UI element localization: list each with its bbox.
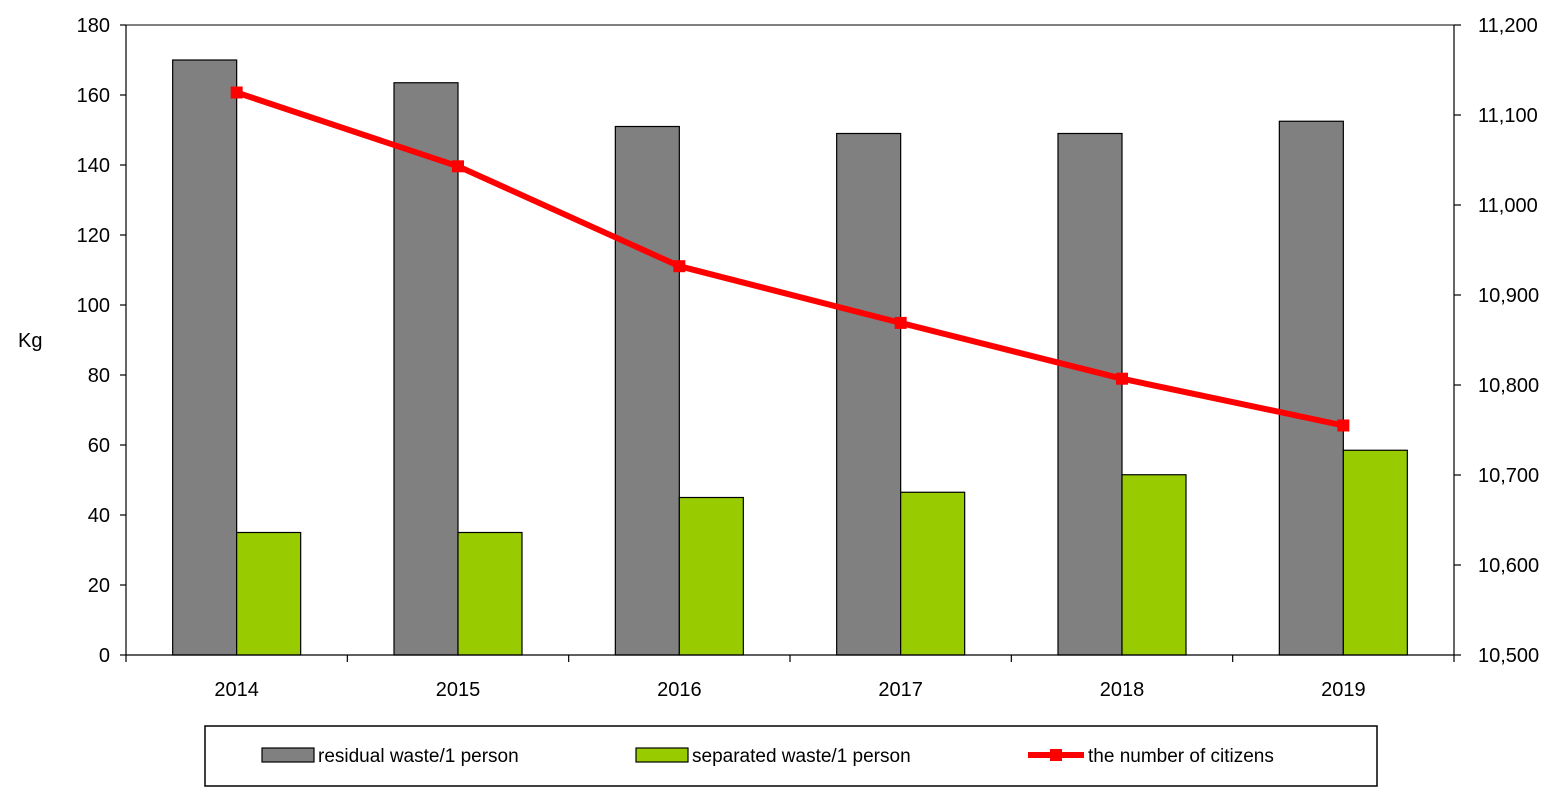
bar-residual-2015 [393, 82, 459, 656]
x-axis: 2014 2015 2016 2017 2018 2019 [125, 654, 1455, 701]
left-tick-label: 120 [77, 225, 110, 247]
right-tick-label: 11,200 [1478, 15, 1538, 37]
citizens-marker-2016 [673, 260, 686, 273]
left-tick-label: 100 [77, 295, 110, 317]
left-tick-label: 0 [99, 645, 110, 667]
left-tick-label: 60 [88, 435, 110, 457]
left-tick-label: 140 [77, 155, 110, 177]
right-tick-label: 10,900 [1478, 285, 1539, 307]
plot-area [126, 24, 1454, 656]
x-tick-label: 2017 [878, 679, 923, 701]
bar-separated-2014 [236, 531, 302, 656]
left-tick-label: 80 [88, 365, 110, 387]
right-tick-label: 10,800 [1478, 375, 1539, 397]
bar-residual-2014 [172, 59, 238, 656]
legend-marker-citizens [1050, 749, 1062, 761]
left-y-axis: 0 20 40 60 80 100 120 140 160 180 [77, 15, 127, 667]
citizens-marker-2019 [1337, 419, 1350, 432]
bar-residual-2017 [836, 132, 902, 656]
bar-residual-2016 [614, 125, 680, 656]
bar-residual-2018 [1057, 132, 1123, 656]
bar-separated-2017 [900, 491, 966, 656]
bar-separated-2015 [457, 531, 523, 656]
legend-label-residual: residual waste/1 person [318, 746, 519, 767]
bar-separated-2018 [1121, 474, 1187, 656]
x-tick-label: 2014 [214, 679, 259, 701]
legend-label-citizens: the number of citizens [1088, 746, 1274, 767]
bar-separated-2019 [1342, 449, 1408, 656]
right-tick-label: 11,000 [1478, 195, 1538, 217]
left-tick-label: 20 [88, 575, 110, 597]
citizens-marker-2015 [452, 160, 464, 173]
left-tick-label: 40 [88, 505, 110, 527]
y-axis-label: Kg [18, 330, 42, 352]
citizens-marker-2014 [230, 86, 243, 99]
bar-separated-2016 [678, 496, 744, 656]
citizens-marker-2017 [894, 316, 907, 329]
right-tick-label: 11,100 [1478, 105, 1538, 127]
legend-label-separated: separated waste/1 person [692, 746, 911, 767]
x-tick-label: 2016 [657, 679, 702, 701]
left-tick-label: 160 [77, 85, 110, 107]
x-tick-label: 2019 [1321, 679, 1366, 701]
right-tick-label: 10,700 [1478, 465, 1539, 487]
right-y-axis: 10,500 10,600 10,700 10,800 10,900 11,000 11,1… [1453, 15, 1539, 667]
x-tick-label: 2018 [1100, 679, 1145, 701]
bar-residual-2019 [1278, 120, 1344, 656]
citizens-marker-2018 [1116, 372, 1128, 385]
legend-swatch-separated [635, 747, 689, 763]
legend: residual waste/1 person separated waste/1… [204, 725, 1378, 787]
citizens-line [235, 89, 1344, 429]
left-tick-label: 180 [77, 15, 110, 37]
legend-swatch-residual [261, 747, 315, 763]
right-tick-label: 10,500 [1478, 645, 1539, 667]
legend-box [204, 725, 1378, 787]
right-tick-label: 10,600 [1478, 555, 1539, 577]
x-tick-label: 2015 [436, 679, 481, 701]
